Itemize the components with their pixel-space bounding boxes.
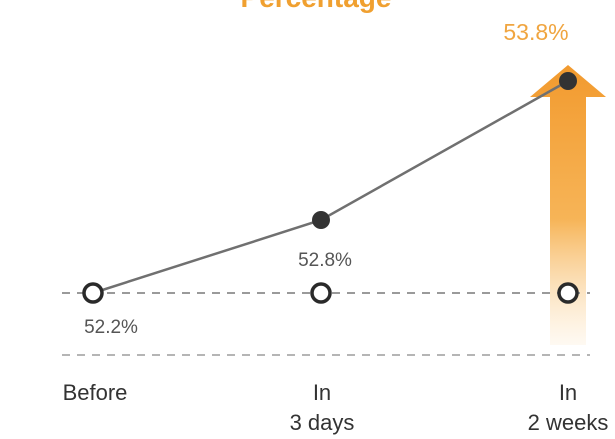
x-tick-label-2-line-1: In [313, 380, 331, 405]
x-tick-label-1-line-1: Before [63, 380, 128, 405]
chart-title: Percentage [241, 0, 392, 13]
x-tick-label-2-line-2: 3 days [290, 410, 355, 435]
x-tick-label-3-line-1: In [559, 380, 577, 405]
increase-arrow [530, 65, 606, 345]
baseline-marker-3 [557, 282, 579, 304]
data-label-2: 52.8% [298, 250, 352, 271]
baseline-marker-1 [82, 282, 104, 304]
x-tick-label-3-line-2: 2 weeks [528, 410, 609, 435]
data-label-1: 52.2% [84, 317, 138, 338]
x-tick-label-3: In 2 weeks [528, 380, 609, 435]
data-point-3 [559, 72, 577, 90]
baseline-marker-2 [310, 282, 332, 304]
data-label-3: 53.8% [503, 19, 568, 45]
data-point-2 [312, 211, 330, 229]
x-tick-label-2: In 3 days [290, 380, 355, 435]
x-tick-label-1: Before [63, 380, 128, 405]
